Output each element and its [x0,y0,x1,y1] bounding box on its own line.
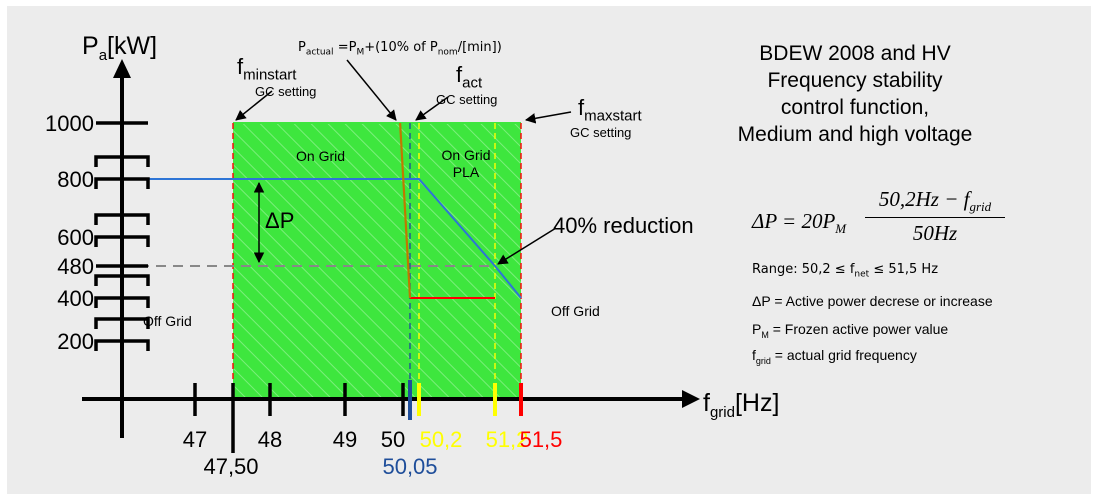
note-range: Range: 50,2 ≤ fnet ≤ 51,5 Hz [752,262,939,280]
power-curve-1 [122,178,522,299]
y-tick-label: 400 [57,286,94,311]
y-tick [94,177,150,189]
x-tick-label: 51,5 [520,427,563,452]
y-tick [94,296,150,308]
p-actual-arrow [346,59,397,121]
x-tick-label: 48 [258,427,282,452]
delta-p-label: ΔP [265,208,295,233]
on-grid-label: On Grid [296,148,346,164]
off-grid-left-label: Off Grid [143,313,192,329]
y-tick [94,339,150,351]
y-axis-arrowhead [113,59,131,78]
y-tick-label: 600 [57,225,94,250]
f-minstart-arrow [235,90,273,121]
y-tick-bracket [94,274,150,286]
note-delta: ΔP = Active power decrese or increase [752,293,993,309]
y-tick-label: 800 [57,167,94,192]
y-tick-label: 200 [57,329,94,354]
x-tick-label: 50,05 [382,454,437,479]
x-axis-arrowhead [682,390,700,408]
f-maxstart-label: fmaxstart GC setting [570,95,642,141]
y-tick [94,235,150,247]
x-tick-label: 47,50 [203,454,258,479]
ramp-line [399,122,412,299]
x-tick-label: 49 [333,427,357,452]
reduction-arrow [497,227,557,265]
f-maxstart-arrow [524,111,572,124]
f-act-label: fact GC setting [436,62,498,108]
x-tick-label: 47 [183,427,207,452]
chart-title: BDEW 2008 and HV Frequency stability con… [737,42,973,146]
note-fgrid: fgrid = actual grid frequency [752,347,917,366]
y-tick-bracket [94,155,150,167]
y-tick-bracket [94,317,150,329]
region-fill [233,123,521,399]
x-tick-label: 51,2 [486,427,529,452]
f-act-arrow [415,96,449,121]
x-tick-label: 50 [381,427,405,452]
x-axis-label: fgrid[Hz] [703,389,780,421]
y-tick-label: 1000 [45,111,94,136]
y-axis-label: Pa[kW] [82,32,158,64]
x-tick-label: 50,2 [420,427,463,452]
y-tick-bracket [94,213,150,225]
off-grid-right-label: Off Grid [551,303,600,319]
note-pm: PM = Frozen active power value [752,321,949,340]
chart-frame [7,6,1091,494]
f-minstart-label: fminstart GC setting [237,54,317,100]
on-grid-pla-label: On Grid PLA [441,147,491,180]
y-tick-label: 480 [57,254,94,279]
p-actual-label: Pactual =PM+(10% of Pnom/[min]) [298,40,502,58]
reduction-label: 40% reduction [553,213,694,238]
